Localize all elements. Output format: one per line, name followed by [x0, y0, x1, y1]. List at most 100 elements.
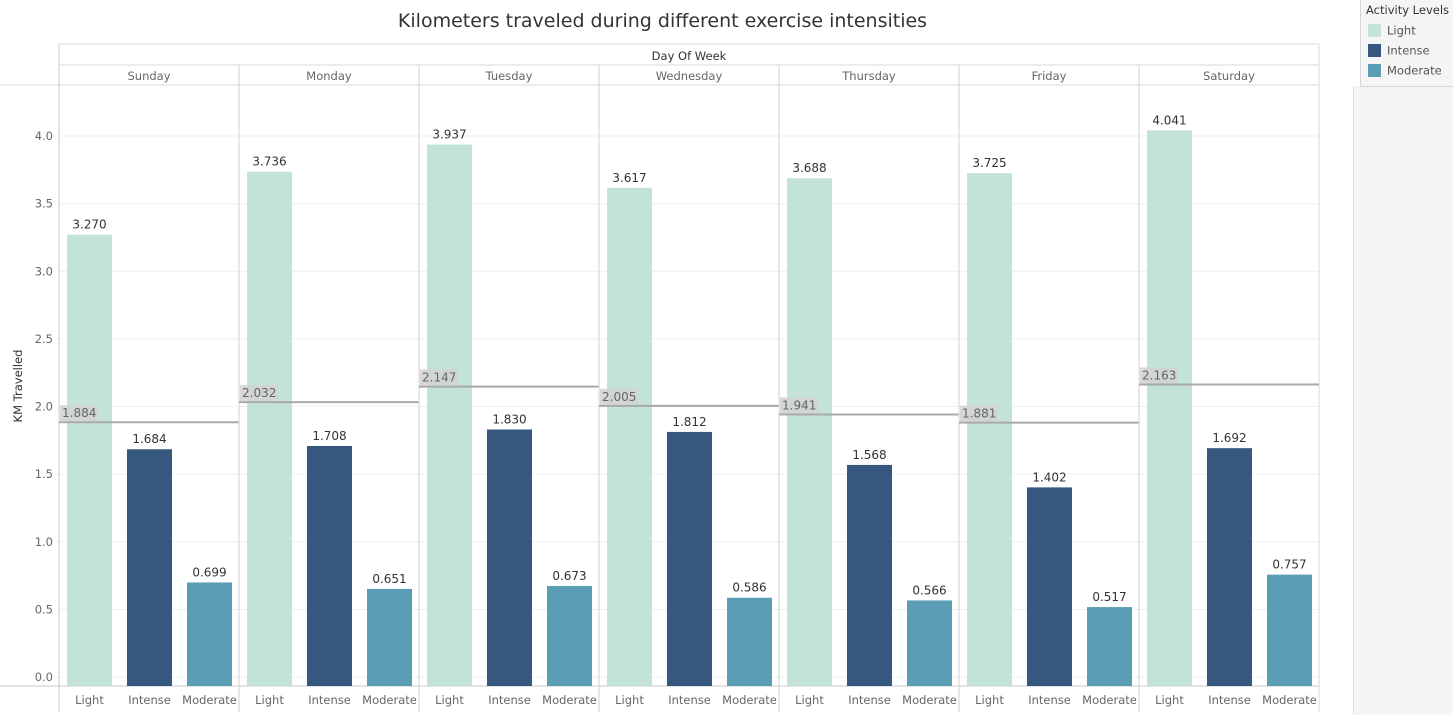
bar-value-label: 3.736 [252, 155, 286, 169]
x-tick-label: Moderate [362, 693, 417, 707]
x-tick-label: Light [75, 693, 104, 707]
bar-friday-moderate [1087, 607, 1132, 686]
y-tick-label: 3.5 [35, 197, 53, 211]
bar-monday-moderate [367, 588, 412, 686]
x-tick-label: Intense [1208, 693, 1251, 707]
bar-value-label: 0.699 [192, 565, 226, 579]
y-tick-label: 3.0 [35, 264, 53, 278]
y-tick-label: 4.0 [35, 129, 53, 143]
bar-value-label: 1.684 [132, 432, 166, 446]
legend-item-light[interactable]: Light [1368, 23, 1416, 39]
average-label-background [600, 388, 638, 405]
day-header-friday: Friday [1032, 69, 1067, 83]
bar-tuesday-intense [487, 429, 532, 686]
bar-thursday-light [787, 178, 832, 686]
bar-value-label: 3.937 [432, 128, 466, 142]
bar-value-label: 0.757 [1272, 558, 1306, 572]
x-tick-label: Moderate [902, 693, 957, 707]
chart-title: Kilometers traveled during different exe… [397, 10, 928, 32]
y-tick-label: 0.0 [35, 670, 53, 684]
bar-value-label: 0.651 [372, 572, 406, 586]
average-label: 2.163 [1142, 368, 1176, 382]
average-label: 2.032 [242, 386, 276, 400]
x-tick-label: Light [615, 693, 644, 707]
average-label: 1.881 [962, 407, 996, 421]
y-tick-label: 2.0 [35, 400, 53, 414]
bar-value-label: 3.725 [972, 156, 1006, 170]
x-tick-label: Moderate [722, 693, 777, 707]
average-label-background [60, 405, 98, 422]
x-tick-label: Light [255, 693, 284, 707]
bar-saturday-intense [1207, 448, 1252, 686]
bar-wednesday-intense [667, 431, 712, 686]
average-label: 2.005 [602, 390, 636, 404]
average-label-background [240, 385, 278, 402]
x-tick-label: Moderate [1082, 693, 1137, 707]
bar-value-label: 3.270 [72, 218, 106, 232]
bar-wednesday-light [607, 187, 652, 686]
x-tick-label: Light [435, 693, 464, 707]
legend-title: Activity Levels [1366, 3, 1450, 17]
bar-friday-light [967, 173, 1012, 687]
bar-wednesday-moderate [727, 597, 772, 686]
x-tick-label: Light [795, 693, 824, 707]
bar-value-label: 1.830 [492, 412, 526, 426]
bar-thursday-moderate [907, 600, 952, 686]
day-header-tuesday: Tuesday [485, 69, 533, 83]
legend-label-intense: Intense [1387, 43, 1430, 58]
bar-sunday-light [67, 234, 112, 687]
bar-value-label: 1.402 [1032, 470, 1066, 484]
bar-friday-intense [1027, 487, 1072, 686]
x-tick-label: Intense [848, 693, 891, 707]
average-label-background [1140, 367, 1178, 384]
day-header-thursday: Thursday [841, 69, 896, 83]
x-tick-label: Intense [128, 693, 171, 707]
day-header-sunday: Sunday [127, 69, 170, 83]
x-tick-label: Intense [488, 693, 531, 707]
legend-item-moderate[interactable]: Moderate [1368, 63, 1442, 79]
bar-sunday-moderate [187, 582, 232, 686]
bar-sunday-intense [127, 449, 172, 686]
side-panel-background [1353, 86, 1453, 715]
x-tick-label: Light [1155, 693, 1184, 707]
bar-value-label: 0.566 [912, 583, 946, 597]
average-label-background [780, 397, 818, 414]
day-header-monday: Monday [306, 69, 352, 83]
day-header-saturday: Saturday [1203, 69, 1255, 83]
bar-thursday-intense [847, 464, 892, 686]
legend-item-intense[interactable]: Intense [1368, 43, 1430, 59]
x-tick-label: Moderate [182, 693, 237, 707]
legend-swatch-moderate [1368, 64, 1381, 77]
bar-value-label: 1.568 [852, 448, 886, 462]
y-tick-label: 2.5 [35, 332, 53, 346]
x-tick-label: Light [975, 693, 1004, 707]
bar-value-label: 0.517 [1092, 590, 1126, 604]
bar-saturday-moderate [1267, 574, 1312, 686]
average-label-background [420, 369, 458, 386]
y-axis-label: KM Travelled [11, 350, 25, 423]
bar-value-label: 1.692 [1212, 431, 1246, 445]
legend-swatch-light [1368, 24, 1381, 37]
x-tick-label: Intense [308, 693, 351, 707]
bar-saturday-light [1147, 130, 1192, 687]
y-tick-label: 1.0 [35, 535, 53, 549]
legend-label-moderate: Moderate [1387, 63, 1442, 78]
legend: Activity Levels Light Intense Moderate [1360, 0, 1453, 87]
bar-value-label: 1.812 [672, 415, 706, 429]
x-tick-label: Intense [668, 693, 711, 707]
y-tick-label: 1.5 [35, 467, 53, 481]
average-label: 1.884 [62, 406, 96, 420]
bar-value-label: 3.688 [792, 161, 826, 175]
bar-value-label: 4.041 [1152, 113, 1186, 127]
x-tick-label: Moderate [1262, 693, 1317, 707]
x-tick-label: Moderate [542, 693, 597, 707]
legend-swatch-intense [1368, 44, 1381, 57]
x-tick-label: Intense [1028, 693, 1071, 707]
average-label: 2.147 [422, 371, 456, 385]
bar-value-label: 0.586 [732, 581, 766, 595]
column-header-label: Day Of Week [652, 49, 727, 63]
day-header-wednesday: Wednesday [656, 69, 723, 83]
average-label-background [960, 405, 998, 422]
